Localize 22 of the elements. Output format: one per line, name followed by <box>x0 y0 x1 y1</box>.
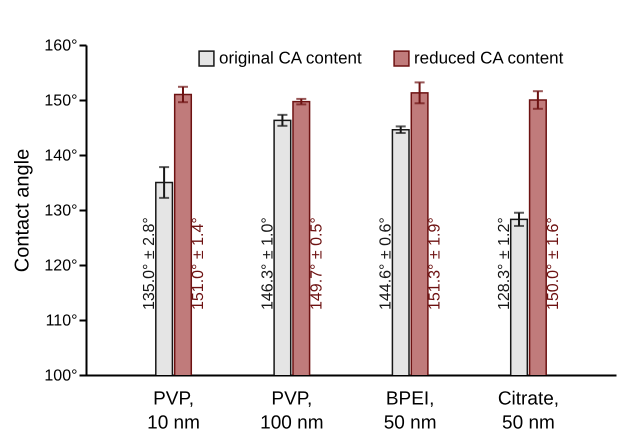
data-label: 146.3° ± 1.0° <box>259 217 276 310</box>
y-tick-label: 160° <box>44 38 78 54</box>
y-axis-title: Contact angle <box>11 148 34 272</box>
y-tick-label: 120° <box>44 258 78 274</box>
data-label: 149.7° ± 0.5° <box>308 217 326 310</box>
x-tick-label: PVP, 100 nm <box>260 388 324 433</box>
x-tick-label: PVP, 10 nm <box>147 388 200 433</box>
x-tick-label: BPEI, 50 nm <box>384 388 437 433</box>
x-tick-label: Citrate, 50 nm <box>498 388 560 433</box>
data-label: 135.0° ± 2.8° <box>141 217 158 310</box>
y-tick-label: 150° <box>44 92 78 110</box>
y-tick-label: 140° <box>44 148 78 164</box>
data-label: 150.0° ± 1.6° <box>544 217 562 310</box>
data-label: 151.0° ± 1.4° <box>190 217 207 310</box>
data-label: 144.6° ± 0.6° <box>378 217 395 310</box>
y-tick-label: 100° <box>44 368 78 384</box>
legend-label: reduced CA content <box>414 48 564 68</box>
data-label: 151.3° ± 1.9° <box>426 217 444 310</box>
legend-label: original CA content <box>219 48 362 68</box>
y-tick-label: 130° <box>44 202 78 220</box>
data-label: 128.3° ± 1.2° <box>496 217 514 310</box>
y-tick-label: 110° <box>46 312 78 330</box>
